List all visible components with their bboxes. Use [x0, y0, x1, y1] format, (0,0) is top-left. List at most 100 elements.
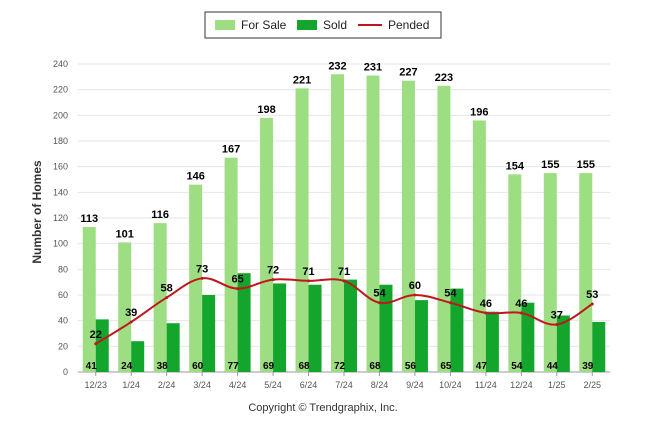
- legend: For Sale Sold Pended: [204, 11, 442, 39]
- label-sold: 68: [298, 361, 310, 372]
- x-tick-label: 10/24: [439, 380, 462, 390]
- label-for-sale: 113: [80, 213, 98, 225]
- bar-sold: [592, 321, 606, 372]
- label-for-sale: 232: [328, 60, 346, 72]
- label-sold: 65: [440, 361, 452, 372]
- point-pended: [342, 279, 346, 283]
- bar-for-sale: [579, 173, 593, 372]
- bar-for-sale: [82, 226, 96, 372]
- label-sold: 56: [405, 361, 417, 372]
- label-sold: 24: [121, 361, 133, 372]
- y-tick-label: 20: [58, 341, 68, 351]
- label-sold: 69: [263, 361, 275, 372]
- y-tick-label: 140: [53, 187, 68, 197]
- label-pended: 71: [338, 266, 350, 278]
- label-pended: 46: [515, 298, 527, 310]
- label-for-sale: 154: [506, 160, 525, 172]
- y-axis-ticks: 0 20 40 60 80 100 120 140 160 180 200 220 240: [53, 59, 68, 377]
- label-for-sale: 223: [435, 72, 453, 84]
- point-pended: [413, 293, 417, 297]
- bars: [82, 74, 606, 373]
- y-tick-label: 60: [58, 290, 68, 300]
- bar-for-sale: [508, 174, 522, 372]
- pended-line: [94, 276, 594, 346]
- point-pended: [200, 276, 204, 280]
- label-pended: 54: [373, 288, 386, 300]
- label-for-sale: 146: [186, 171, 204, 183]
- data-labels: 113 41 22 101 24 39 116 38 58 146 60 73 167 77 65 198 69…: [80, 60, 598, 372]
- label-for-sale: 101: [116, 228, 134, 240]
- bar-sold: [237, 273, 251, 372]
- x-tick-label: 1/24: [122, 380, 140, 390]
- label-for-sale: 167: [222, 144, 240, 156]
- x-tick-label: 8/24: [371, 380, 389, 390]
- bar-sold: [485, 311, 499, 372]
- label-pended: 72: [267, 265, 279, 277]
- point-pended: [94, 342, 98, 346]
- legend-swatch-sold: [297, 20, 317, 30]
- legend-label-for-sale: For Sale: [241, 18, 287, 32]
- point-pended: [519, 311, 523, 315]
- label-sold: 39: [582, 361, 594, 372]
- point-pended: [448, 301, 452, 305]
- label-pended: 73: [196, 263, 208, 275]
- y-tick-label: 200: [53, 110, 68, 120]
- label-sold: 44: [547, 361, 559, 372]
- point-pended: [236, 287, 240, 291]
- point-pended: [377, 301, 381, 305]
- copyright-text: Copyright © Trendgraphix, Inc.: [248, 402, 398, 414]
- label-for-sale: 155: [577, 159, 595, 171]
- label-pended: 60: [409, 280, 421, 292]
- label-for-sale: 231: [364, 62, 382, 74]
- y-tick-label: 0: [63, 367, 68, 377]
- bar-sold: [521, 302, 535, 372]
- y-tick-label: 120: [53, 213, 68, 223]
- bar-for-sale: [331, 74, 344, 373]
- bar-for-sale: [118, 242, 132, 372]
- point-pended: [165, 296, 169, 300]
- legend-box: [204, 11, 442, 39]
- y-tick-label: 220: [53, 85, 68, 95]
- label-pended: 22: [90, 329, 102, 341]
- bar-for-sale: [260, 117, 274, 373]
- x-tick-label: 3/24: [193, 380, 211, 390]
- bar-sold: [308, 284, 322, 372]
- label-pended: 65: [231, 274, 243, 286]
- x-tick-label: 12/24: [510, 380, 533, 390]
- legend-label-sold: Sold: [323, 18, 347, 32]
- label-for-sale: 221: [293, 74, 311, 86]
- bar-for-sale: [401, 80, 415, 372]
- x-tick-label: 6/24: [300, 380, 318, 390]
- label-for-sale: 116: [151, 209, 169, 221]
- bar-sold: [95, 319, 109, 372]
- label-pended: 37: [551, 310, 563, 322]
- bar-sold: [202, 295, 216, 372]
- label-sold: 41: [86, 361, 98, 372]
- x-tick-label: 7/24: [335, 380, 353, 390]
- y-tick-label: 240: [53, 59, 68, 69]
- label-for-sale: 196: [470, 106, 488, 118]
- y-axis-label: Number of Homes: [30, 160, 44, 264]
- label-for-sale: 155: [541, 159, 559, 171]
- label-sold: 54: [511, 361, 523, 372]
- bar-sold: [344, 279, 357, 372]
- point-pended: [129, 320, 133, 324]
- x-tick-label: 2/24: [158, 380, 176, 390]
- label-for-sale: 227: [399, 67, 417, 79]
- bar-for-sale: [366, 75, 380, 373]
- x-tick-label: 4/24: [229, 380, 247, 390]
- bar-for-sale: [543, 173, 557, 372]
- label-sold: 68: [369, 361, 381, 372]
- bar-for-sale: [189, 184, 203, 372]
- x-tick-label: 11/24: [475, 380, 497, 390]
- x-tick-label: 1/25: [548, 380, 566, 390]
- label-sold: 38: [157, 361, 169, 372]
- bar-sold: [556, 315, 570, 372]
- label-sold: 47: [476, 361, 488, 372]
- label-sold: 60: [192, 361, 204, 372]
- point-pended: [590, 302, 594, 306]
- point-pended: [484, 311, 488, 315]
- label-pended: 46: [480, 298, 492, 310]
- y-tick-label: 80: [58, 264, 68, 274]
- bar-sold: [450, 288, 464, 372]
